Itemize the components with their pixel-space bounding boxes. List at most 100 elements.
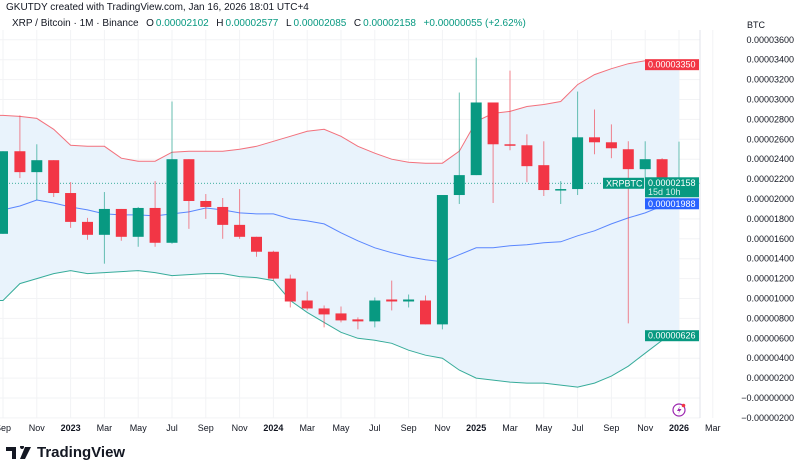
candle-body (301, 300, 313, 309)
time-tick-label: Mar (299, 423, 315, 433)
badge-symbol-text: XRPBTC (606, 178, 643, 188)
currency-label: BTC (747, 20, 766, 30)
candle (132, 206, 144, 247)
candle-body (369, 300, 381, 322)
candle-body (622, 149, 634, 170)
candle-body (504, 144, 516, 146)
badge-last-bg (645, 177, 699, 198)
open-value: 0.00002102 (155, 18, 209, 29)
candle (589, 109, 600, 155)
candle (234, 189, 246, 239)
open-label: O (146, 18, 154, 29)
candle (470, 57, 482, 176)
candle (403, 294, 415, 308)
price-axis[interactable]: 0.00003600 0.00003400 0.00003200 0.00003000… (741, 35, 794, 423)
time-tick-label: Nov (232, 423, 249, 433)
candle (555, 181, 567, 204)
candle-body (335, 313, 347, 321)
candle-body (115, 208, 127, 237)
time-tick-label: 2025 (466, 423, 486, 433)
badge-countdown-text: 15d 10h (648, 187, 681, 197)
candle-body (487, 102, 499, 145)
candle-body (98, 208, 110, 235)
candle-body (605, 142, 617, 149)
low-label: L (285, 18, 292, 29)
candle-body (284, 278, 296, 302)
candle-body (48, 160, 60, 194)
badge-basis: 0.00001988 (645, 198, 699, 210)
time-tick-label: Sep (603, 423, 619, 433)
price-tick-label: 0.00001800 (746, 214, 794, 224)
candle-body (217, 206, 229, 225)
price-tick-label: 0.00000800 (746, 313, 794, 323)
candle-body (251, 236, 262, 252)
price-chart[interactable]: BTC 0.000036000.000034000.000032000.0000… (0, 0, 800, 440)
symbol-title[interactable]: XRP / Bitcoin · 1M · Binance (12, 18, 139, 29)
candle-body (470, 102, 482, 176)
time-tick-label: Sep (0, 423, 11, 433)
tradingview-logo-icon (6, 445, 31, 459)
high-value: 0.00002577 (225, 18, 279, 29)
candle (605, 124, 617, 159)
badge-lower-text: 0.00000626 (648, 331, 696, 341)
price-tick-label: 0.00002600 (746, 134, 794, 144)
candle (217, 198, 229, 239)
candle (420, 295, 431, 325)
ohlc-legend: XRP / Bitcoin · 1M · Binance O 0.00002102… (12, 18, 528, 29)
candle-body (65, 193, 77, 222)
candle-body (555, 189, 567, 191)
candle (504, 70, 516, 151)
price-tick-label: 0.00003600 (746, 35, 794, 45)
bollinger-lower-line (0, 270, 680, 388)
time-tick-label: Nov (29, 423, 46, 433)
chart-credit: GKUTDY created with TradingView.com, Jan… (6, 2, 309, 13)
candle (200, 194, 212, 219)
time-tick-label: May (130, 423, 148, 433)
candle-body (589, 137, 600, 143)
candle (301, 291, 313, 311)
price-tick-label: 0.00001000 (746, 294, 794, 304)
badge-upper-bg (645, 59, 699, 71)
candle-body (0, 151, 8, 234)
candle-body (436, 195, 448, 325)
badge-upper: 0.00003350 (645, 59, 699, 71)
candle (98, 192, 110, 264)
change-value: +0.00000055 (+2.62%) (423, 18, 526, 29)
candle (538, 141, 550, 197)
candle (115, 208, 127, 241)
candle (369, 297, 381, 328)
price-tick-label: −0.00000000 (741, 393, 794, 403)
time-tick-label: Jul (369, 423, 381, 433)
candle-body (656, 159, 668, 189)
badge-last-text: 0.00002158 (648, 178, 696, 188)
tradingview-logo[interactable]: TradingView (6, 444, 125, 461)
lightning-icon[interactable] (672, 403, 686, 417)
candle-body (149, 207, 161, 243)
candle-body (234, 224, 246, 237)
candle-body (318, 308, 330, 315)
candle (453, 92, 465, 204)
candle (149, 181, 161, 247)
candle (0, 151, 8, 234)
candle (65, 182, 77, 228)
price-tick-label: 0.00002800 (746, 114, 794, 124)
high-label: H (216, 18, 224, 29)
badge-symbol-bg (603, 177, 644, 189)
candle (487, 102, 499, 203)
badge-basis-bg (645, 198, 699, 210)
price-tick-label: 0.00003000 (746, 95, 794, 105)
candle-body (267, 251, 279, 279)
candle (251, 236, 262, 257)
time-axis[interactable]: Sep Nov 2023 Mar May Jul Sep Nov 2024 Mar May Jul Se… (0, 423, 721, 433)
time-tick-label: May (332, 423, 350, 433)
time-tick-label: Mar (502, 423, 518, 433)
time-tick-label: 2023 (61, 423, 81, 433)
candle-body (453, 175, 465, 196)
badge-lower-bg (645, 330, 699, 342)
candle-body (521, 145, 533, 167)
candle (386, 280, 398, 311)
candle (31, 144, 43, 200)
candle (267, 250, 279, 281)
candle-body (200, 200, 212, 207)
badge-upper-text: 0.00003350 (648, 60, 696, 70)
